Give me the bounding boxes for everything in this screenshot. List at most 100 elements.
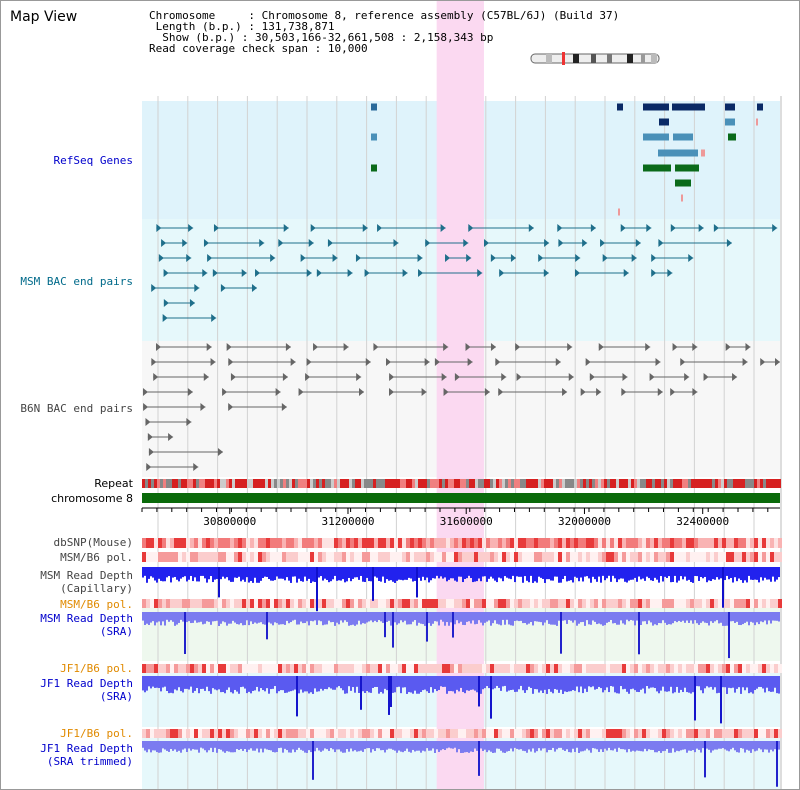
depth-bar <box>626 612 628 620</box>
depth-bar <box>552 676 554 694</box>
track-label-jf1-depth-trimmed[interactable]: JF1 Read Depth (SRA trimmed) <box>40 742 133 768</box>
depth-bar <box>292 567 294 577</box>
track-label-dbsnp[interactable]: dbSNP(Mouse) <box>53 536 133 549</box>
bac-end-marker <box>161 239 167 247</box>
polymorphism-cell <box>342 552 346 562</box>
polymorphism-cell <box>538 538 542 548</box>
polymorphism-cell <box>678 729 682 738</box>
bac-end-marker <box>501 373 507 381</box>
repeat-segment <box>241 479 244 488</box>
polymorphism-cell <box>482 664 486 673</box>
polymorphism-cell <box>238 664 242 673</box>
bac-end-marker <box>156 224 162 232</box>
bac-end-marker <box>282 373 288 381</box>
polymorphism-cell <box>210 599 214 608</box>
track-label-chromosome[interactable]: chromosome 8 <box>51 492 133 505</box>
polymorphism-cell <box>206 599 210 608</box>
track-label-msm-b6-pol[interactable]: MSM/B6 pol. <box>60 551 133 564</box>
polymorphism-cell <box>710 552 714 562</box>
repeat-segment <box>715 479 718 488</box>
depth-bar <box>620 676 622 687</box>
depth-bar <box>560 741 562 748</box>
polymorphism-cell <box>686 538 690 548</box>
track-label-msm-depth-sra[interactable]: MSM Read Depth (SRA) <box>40 612 133 638</box>
depth-bar <box>484 612 486 623</box>
polymorphism-cell <box>238 552 242 562</box>
depth-bar <box>460 567 462 577</box>
polymorphism-cell <box>622 538 626 548</box>
polymorphism-cell <box>202 664 206 673</box>
polymorphism-cell <box>486 729 490 738</box>
track-label-msm-b6-pol-2[interactable]: MSM/B6 pol. <box>60 598 133 611</box>
polymorphism-cell <box>678 599 682 608</box>
polymorphism-cell <box>402 664 406 673</box>
depth-bar <box>254 567 256 578</box>
polymorphism-cell <box>174 599 178 608</box>
polymorphism-cell <box>270 599 274 608</box>
depth-bar <box>310 741 312 753</box>
bac-end-marker <box>602 254 608 262</box>
bac-end-marker <box>389 388 395 396</box>
repeat-segment <box>451 479 454 488</box>
polymorphism-cell <box>186 538 190 548</box>
polymorphism-cell <box>714 552 718 562</box>
polymorphism-cell <box>398 664 402 673</box>
depth-bar <box>596 567 598 582</box>
depth-bar <box>544 676 546 690</box>
polymorphism-cell <box>474 729 478 738</box>
depth-bar <box>548 567 550 580</box>
polymorphism-cell <box>478 664 482 673</box>
polymorphism-cell <box>274 552 278 562</box>
polymorphism-cell <box>222 729 226 738</box>
repeat-segment <box>415 479 418 488</box>
bac-end-marker <box>151 358 157 366</box>
depth-bar <box>646 741 648 752</box>
track-label-msm-depth-capillary[interactable]: MSM Read Depth (Capillary) <box>40 569 133 595</box>
depth-bar <box>324 567 326 579</box>
track-label-b6n-bac[interactable]: B6N BAC end pairs <box>20 402 133 415</box>
track-label-jf1-depth-sra[interactable]: JF1 Read Depth (SRA) <box>40 677 133 703</box>
track-label-msm-bac[interactable]: MSM BAC end pairs <box>20 275 133 288</box>
gene-exon <box>643 133 669 141</box>
repeat-segment <box>700 479 703 488</box>
polymorphism-cell <box>702 729 706 738</box>
depth-bar <box>570 567 572 581</box>
bac-end-marker <box>207 254 213 262</box>
track-label-jf1-b6-pol-2[interactable]: JF1/B6 pol. <box>60 727 133 740</box>
depth-bar <box>692 676 694 693</box>
polymorphism-cell <box>658 664 662 673</box>
gene-exon <box>617 103 623 111</box>
polymorphism-cell <box>754 538 758 548</box>
depth-bar <box>382 676 384 694</box>
polymorphism-cell <box>434 664 438 673</box>
depth-bar <box>336 676 338 688</box>
polymorphism-cell <box>262 552 266 562</box>
depth-bar <box>684 612 686 623</box>
polymorphism-cell <box>262 538 266 548</box>
depth-bar <box>740 741 742 749</box>
depth-bar <box>466 676 468 691</box>
polymorphism-cell <box>354 729 358 738</box>
polymorphism-cell <box>610 552 614 562</box>
track-label-jf1-b6-pol[interactable]: JF1/B6 pol. <box>60 662 133 675</box>
polymorphism-cell <box>606 552 610 562</box>
polymorphism-cell <box>718 729 722 738</box>
polymorphism-cell <box>350 729 354 738</box>
track-label-refseq[interactable]: RefSeq Genes <box>53 154 133 167</box>
track-label-repeat[interactable]: Repeat <box>94 477 133 490</box>
depth-bar <box>388 612 390 621</box>
depth-bar <box>726 676 728 694</box>
depth-bar <box>204 741 206 751</box>
depth-bar <box>244 567 246 582</box>
polymorphism-cell <box>274 729 278 738</box>
bac-end-marker <box>163 269 169 277</box>
depth-bar <box>516 612 518 621</box>
depth-bar <box>310 612 312 621</box>
repeat-segment <box>493 479 496 488</box>
depth-bar <box>436 741 438 750</box>
polymorphism-cell <box>626 664 630 673</box>
depth-bar <box>556 741 558 750</box>
depth-bar <box>702 567 704 579</box>
depth-spike <box>490 676 492 719</box>
